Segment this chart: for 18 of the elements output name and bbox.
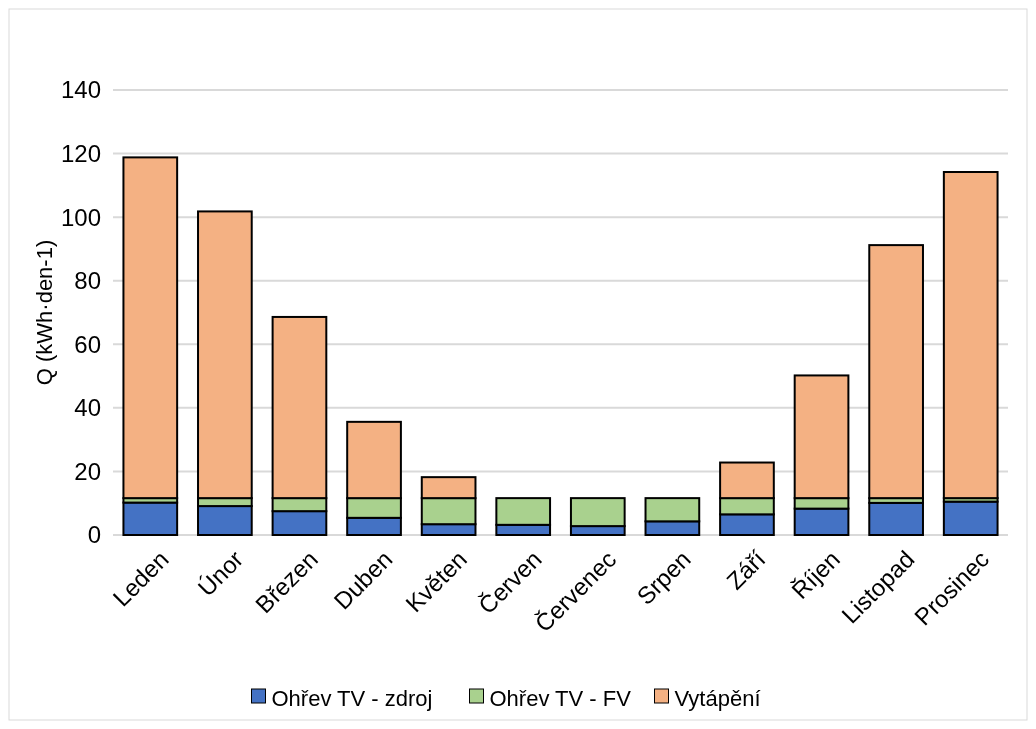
y-tick-label: 40 (74, 394, 101, 422)
y-tick-label: 120 (60, 139, 101, 167)
y-tick-label: 140 (60, 76, 101, 104)
y-tick-label: 20 (74, 457, 101, 485)
legend-label: Vytápění (674, 685, 761, 711)
y-axis-title: Q (kWh·den-1) (32, 239, 57, 386)
bar (122, 156, 179, 500)
legend-label: Ohřev TV - zdroj (271, 685, 433, 711)
bar (868, 501, 924, 536)
bar (122, 501, 179, 536)
y-tick-label: 0 (87, 521, 101, 549)
y-tick-label: 60 (74, 330, 101, 358)
bar (942, 171, 999, 500)
legend-label: Ohřev TV - FV (489, 685, 632, 711)
y-tick-label: 100 (60, 203, 101, 231)
bar (942, 500, 999, 536)
bar (868, 244, 924, 500)
y-tick-label: 80 (74, 267, 101, 295)
